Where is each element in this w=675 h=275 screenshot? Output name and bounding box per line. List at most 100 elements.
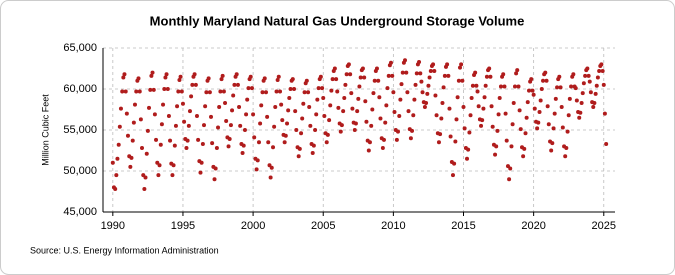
x-tick-label: 2005 xyxy=(311,220,335,232)
point xyxy=(260,90,265,95)
point xyxy=(455,95,460,100)
x-tick-label: 2025 xyxy=(592,220,616,232)
point xyxy=(297,146,302,151)
point xyxy=(530,88,535,93)
point xyxy=(441,85,446,90)
point xyxy=(557,74,562,79)
point xyxy=(428,68,433,73)
point xyxy=(251,112,256,117)
point xyxy=(164,72,169,77)
point xyxy=(328,103,333,108)
point xyxy=(439,116,444,121)
point xyxy=(475,89,480,94)
point xyxy=(567,96,572,101)
point xyxy=(232,82,237,87)
x-tick-label: 2015 xyxy=(451,220,475,232)
point xyxy=(271,145,276,150)
point xyxy=(473,70,478,75)
point xyxy=(113,187,118,192)
point xyxy=(588,90,593,95)
point xyxy=(366,148,371,153)
point xyxy=(187,109,192,114)
point xyxy=(301,101,306,106)
point xyxy=(369,123,374,128)
point xyxy=(544,78,549,83)
point xyxy=(585,66,590,71)
point xyxy=(287,96,292,101)
point xyxy=(334,77,339,82)
point xyxy=(484,74,489,79)
point xyxy=(172,143,177,148)
point xyxy=(482,95,487,100)
point xyxy=(110,160,115,165)
point xyxy=(593,91,598,96)
point xyxy=(186,123,191,128)
point xyxy=(536,120,541,125)
point xyxy=(537,109,542,114)
point xyxy=(510,122,515,127)
point xyxy=(541,78,546,83)
point xyxy=(176,89,181,94)
point xyxy=(355,109,360,114)
point xyxy=(602,111,607,116)
point xyxy=(404,70,409,75)
point xyxy=(235,82,240,87)
point xyxy=(364,119,369,124)
point xyxy=(329,88,334,93)
point xyxy=(200,141,205,146)
point xyxy=(265,114,270,119)
point xyxy=(288,87,293,91)
point xyxy=(316,86,321,91)
point xyxy=(543,70,548,75)
point xyxy=(454,117,459,122)
chart-title: Monthly Maryland Natural Gas Underground… xyxy=(150,13,525,28)
point xyxy=(353,121,358,126)
point xyxy=(538,98,543,103)
y-tick-label: 45,000 xyxy=(63,206,97,218)
point xyxy=(438,132,443,137)
point xyxy=(300,116,305,121)
point xyxy=(532,106,537,111)
point xyxy=(376,78,381,83)
point xyxy=(386,73,391,78)
point xyxy=(385,86,390,91)
point xyxy=(262,76,267,81)
point xyxy=(551,126,556,131)
point xyxy=(577,115,582,120)
point xyxy=(152,112,157,117)
point xyxy=(380,146,385,151)
point xyxy=(310,150,315,155)
point xyxy=(322,114,327,119)
point xyxy=(580,91,585,96)
point xyxy=(550,141,555,146)
point xyxy=(445,62,450,67)
point xyxy=(507,177,512,182)
point xyxy=(405,90,410,95)
point xyxy=(391,90,396,95)
point xyxy=(341,109,346,114)
x-tick-label: 2010 xyxy=(381,220,405,232)
point xyxy=(595,75,600,80)
point xyxy=(117,124,122,129)
point xyxy=(431,62,436,67)
point xyxy=(512,84,517,89)
point xyxy=(278,89,283,94)
point xyxy=(495,128,500,133)
point xyxy=(210,141,215,146)
point xyxy=(212,177,217,182)
point xyxy=(299,131,304,136)
point xyxy=(159,122,164,127)
point xyxy=(296,154,301,159)
point xyxy=(346,62,351,67)
point xyxy=(242,128,247,132)
point xyxy=(569,84,574,89)
point xyxy=(147,105,152,110)
point xyxy=(599,62,604,67)
point xyxy=(115,156,120,161)
point xyxy=(293,109,298,114)
point xyxy=(362,75,367,80)
source-note: Source: U.S. Energy Information Administ… xyxy=(30,245,219,255)
point xyxy=(566,113,571,118)
point xyxy=(185,138,190,143)
point xyxy=(474,83,479,88)
